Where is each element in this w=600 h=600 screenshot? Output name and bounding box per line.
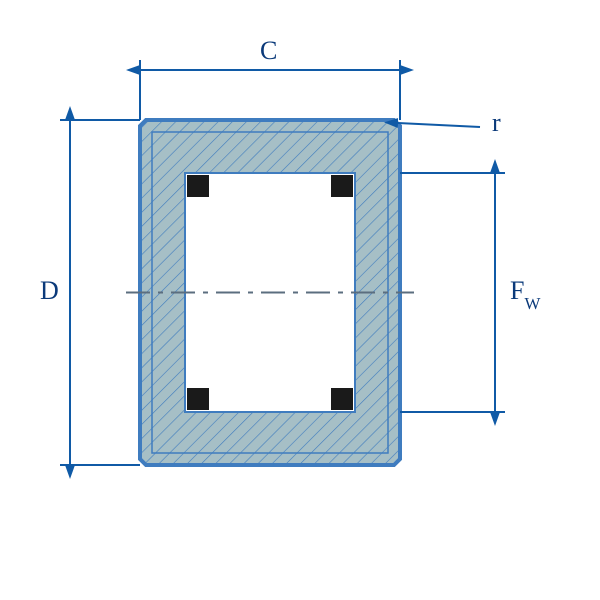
label-d: D: [40, 276, 59, 306]
bearing-cross-section-diagram: C D FW r: [0, 0, 600, 600]
label-c: C: [260, 36, 277, 66]
label-r: r: [492, 108, 501, 138]
label-fw-sub: W: [524, 294, 540, 313]
label-fw-main: F: [510, 276, 524, 305]
label-fw: FW: [510, 276, 540, 310]
